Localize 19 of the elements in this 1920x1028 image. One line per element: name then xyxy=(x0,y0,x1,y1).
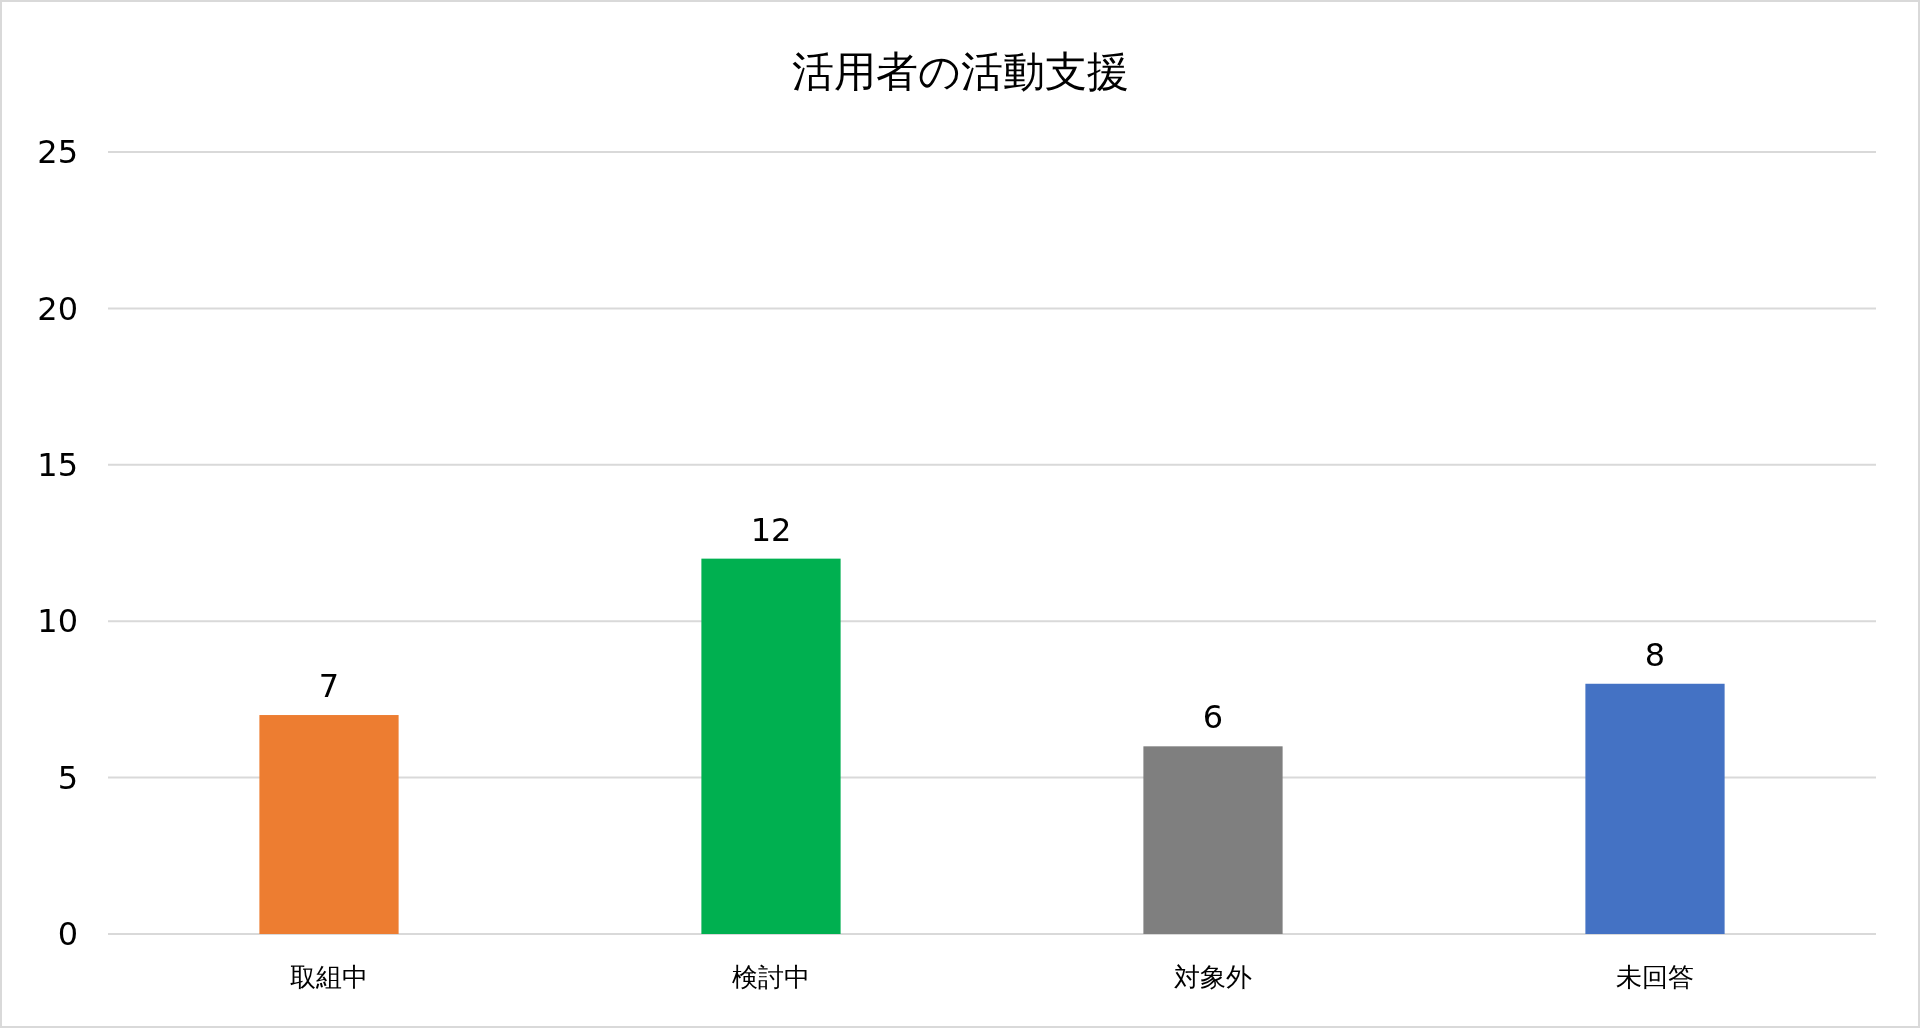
x-tick-label: 未回答 xyxy=(1616,962,1694,992)
bar xyxy=(1585,683,1725,934)
y-tick-label: 20 xyxy=(37,289,78,328)
x-tick-label: 取組中 xyxy=(290,962,368,992)
y-tick-label: 25 xyxy=(37,133,78,172)
y-tick-label: 0 xyxy=(57,915,78,954)
bar xyxy=(701,558,841,934)
data-label: 12 xyxy=(750,510,792,549)
y-tick-label: 10 xyxy=(37,602,78,641)
bar xyxy=(1143,746,1283,934)
chart-title: 活用者の活動支援 xyxy=(791,47,1129,96)
bar xyxy=(259,715,399,934)
data-label: 7 xyxy=(318,667,340,706)
y-tick-label: 5 xyxy=(57,758,78,797)
data-label: 8 xyxy=(1644,635,1666,674)
x-tick-label: 対象外 xyxy=(1174,962,1252,992)
y-tick-label: 15 xyxy=(37,446,78,484)
x-tick-label: 検討中 xyxy=(732,962,810,992)
data-label: 6 xyxy=(1202,698,1224,737)
